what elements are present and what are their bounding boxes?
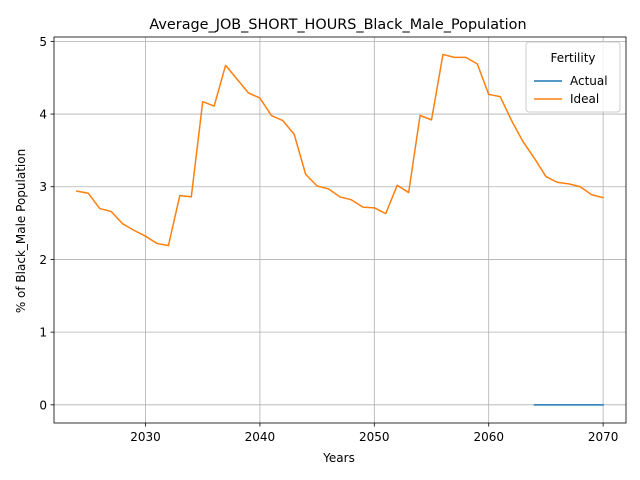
chart-title: Average_JOB_SHORT_HOURS_Black_Male_Popul…	[149, 17, 526, 33]
legend-label-ideal: Ideal	[570, 92, 599, 106]
legend: Fertility Actual Ideal	[525, 41, 621, 113]
y-tick-label: 4	[39, 108, 47, 122]
legend-title: Fertility	[550, 51, 595, 65]
ticks: 2030 2040 2050 2060 2070 0 1 2 3 4 5	[39, 35, 618, 444]
x-tick-label: 2070	[588, 430, 619, 444]
y-tick-label: 5	[39, 35, 47, 49]
series-line-ideal	[76, 53, 605, 247]
x-tick-label: 2050	[359, 430, 390, 444]
legend-box	[525, 41, 621, 113]
series-layer	[76, 53, 605, 406]
x-tick-label: 2060	[473, 430, 504, 444]
x-tick-label: 2030	[130, 430, 161, 444]
x-axis-label: Years	[322, 451, 355, 465]
y-tick-label: 1	[39, 326, 47, 340]
grid	[54, 37, 626, 423]
y-tick-label: 3	[39, 180, 47, 194]
legend-label-actual: Actual	[570, 74, 608, 88]
y-tick-label: 0	[39, 398, 47, 412]
y-axis-label: % of Black_Male Population	[14, 149, 28, 313]
y-tick-label: 2	[39, 253, 47, 267]
x-tick-label: 2040	[245, 430, 276, 444]
plot-frame	[53, 36, 627, 424]
